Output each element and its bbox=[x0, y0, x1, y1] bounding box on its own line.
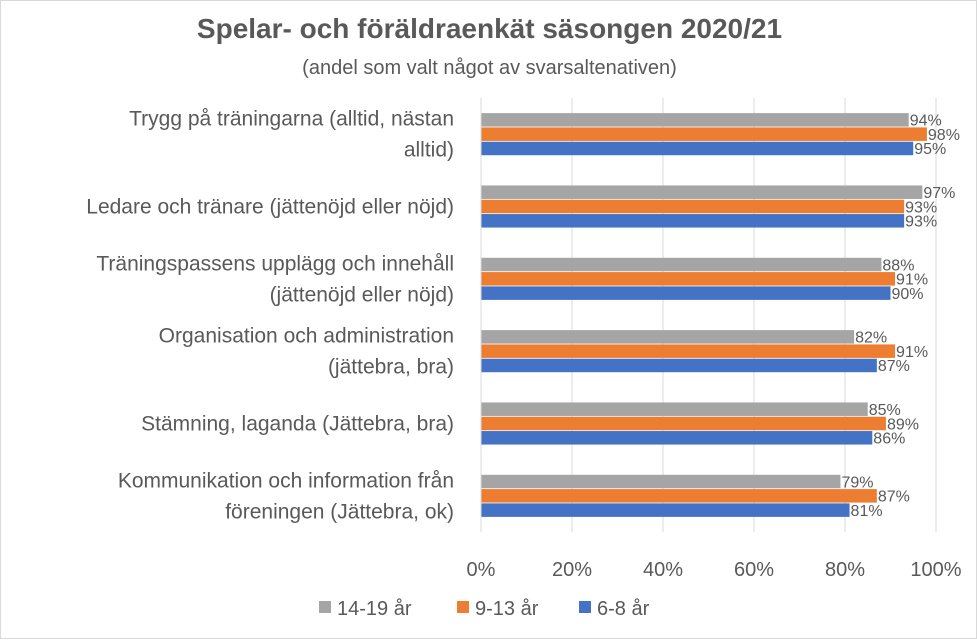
data-label: 93% bbox=[905, 199, 937, 216]
category-label: Stämning, laganda (Jättebra, bra) bbox=[141, 413, 454, 436]
data-label: 88% bbox=[882, 257, 914, 274]
bar bbox=[481, 489, 877, 503]
data-label: 85% bbox=[869, 402, 901, 419]
bar bbox=[481, 402, 868, 416]
data-label: 94% bbox=[910, 113, 942, 130]
data-label: 95% bbox=[914, 141, 946, 158]
data-label: 87% bbox=[878, 358, 910, 375]
category-label: Organisation och administration bbox=[159, 325, 454, 348]
data-label: 98% bbox=[928, 127, 960, 144]
data-label: 82% bbox=[855, 330, 887, 347]
data-label: 86% bbox=[873, 431, 905, 448]
data-label: 81% bbox=[851, 503, 883, 520]
bar bbox=[481, 474, 841, 489]
data-label: 91% bbox=[896, 272, 928, 289]
bar bbox=[481, 141, 914, 156]
category-label: (jättebra, bra) bbox=[328, 356, 454, 379]
chart-title: Spelar- och föräldraenkät säsongen 2020/… bbox=[196, 13, 783, 44]
bar bbox=[481, 503, 850, 517]
x-tick-label: 0% bbox=[467, 559, 496, 581]
data-label: 90% bbox=[892, 286, 924, 303]
category-label: Ledare och tränare (jättenöjd eller nöjd… bbox=[86, 196, 454, 219]
x-tick-label: 100% bbox=[910, 559, 961, 581]
category-label: Kommunikation och information från bbox=[118, 469, 454, 492]
data-label: 87% bbox=[878, 489, 910, 506]
x-tick-label: 60% bbox=[734, 559, 774, 581]
legend-swatch bbox=[579, 601, 591, 613]
data-label: 79% bbox=[841, 474, 873, 491]
data-label: 89% bbox=[887, 416, 919, 433]
bar bbox=[481, 416, 886, 431]
category-label: (jättenöjd eller nöjd) bbox=[270, 283, 454, 306]
bar bbox=[481, 272, 896, 286]
legend-label: 14-19 år bbox=[337, 598, 412, 620]
bar bbox=[481, 358, 877, 373]
bar bbox=[481, 127, 927, 141]
bar bbox=[481, 257, 882, 272]
bar bbox=[481, 286, 891, 300]
data-label: 97% bbox=[923, 185, 955, 202]
x-tick-label: 20% bbox=[552, 559, 592, 581]
category-label: alltid) bbox=[404, 139, 454, 162]
legend-swatch bbox=[319, 601, 331, 613]
data-label: 91% bbox=[896, 344, 928, 361]
bar bbox=[481, 214, 905, 228]
x-tick-label: 80% bbox=[825, 559, 865, 581]
bar bbox=[481, 431, 873, 445]
category-label: föreningen (Jättebra, ok) bbox=[225, 500, 454, 523]
category-label: Trygg på träningarna (alltid, nästan bbox=[129, 108, 454, 131]
bar bbox=[481, 344, 896, 358]
bar bbox=[481, 185, 923, 199]
legend-swatch bbox=[457, 601, 469, 613]
chart-subtitle: (andel som valt något av svarsaltenative… bbox=[302, 57, 677, 79]
legend-label: 6-8 år bbox=[597, 598, 650, 620]
category-label: Träningspassens upplägg och innehåll bbox=[96, 252, 454, 275]
bar bbox=[481, 330, 855, 344]
bar bbox=[481, 199, 905, 214]
x-tick-label: 40% bbox=[643, 559, 683, 581]
legend-label: 9-13 år bbox=[475, 598, 539, 620]
bar bbox=[481, 113, 909, 127]
data-label: 93% bbox=[905, 214, 937, 231]
